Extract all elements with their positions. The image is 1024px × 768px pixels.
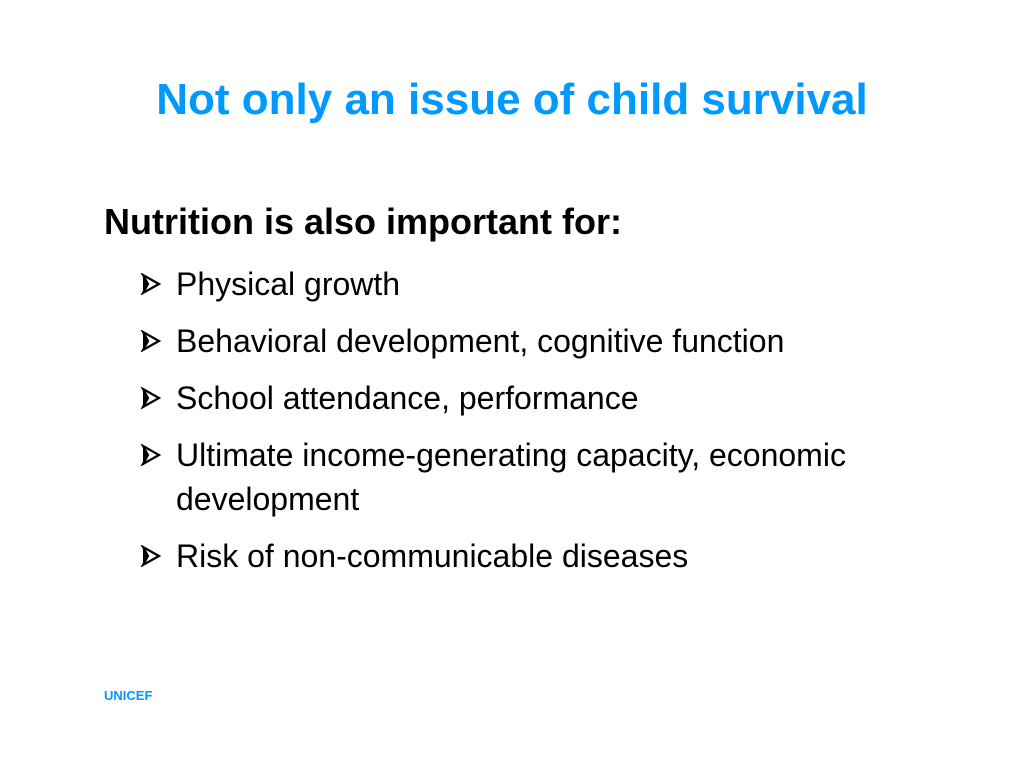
arrow-bullet-icon bbox=[140, 534, 170, 578]
list-item: Behavioral development, cognitive functi… bbox=[140, 319, 1000, 363]
bullet-text: Physical growth bbox=[176, 266, 401, 302]
bullet-text: Ultimate income-generating capacity, eco… bbox=[176, 437, 846, 517]
list-item: Risk of non-communicable diseases bbox=[140, 534, 1000, 578]
list-item: Ultimate income-generating capacity, eco… bbox=[140, 433, 1000, 521]
bullet-list: Physical growth Behavioral development, … bbox=[140, 262, 1000, 591]
bullet-text: Risk of non-communicable diseases bbox=[176, 538, 689, 574]
arrow-bullet-icon bbox=[140, 433, 170, 477]
list-item: Physical growth bbox=[140, 262, 1000, 306]
list-item: School attendance, performance bbox=[140, 376, 1000, 420]
arrow-bullet-icon bbox=[140, 262, 170, 306]
arrow-bullet-icon bbox=[140, 376, 170, 420]
slide-subheading: Nutrition is also important for: bbox=[104, 201, 622, 242]
footer-label: UNICEF bbox=[104, 688, 153, 703]
arrow-bullet-icon bbox=[140, 319, 170, 363]
bullet-text: Behavioral development, cognitive functi… bbox=[176, 323, 785, 359]
slide-title: Not only an issue of child survival bbox=[156, 75, 868, 124]
bullet-text: School attendance, performance bbox=[176, 380, 639, 416]
